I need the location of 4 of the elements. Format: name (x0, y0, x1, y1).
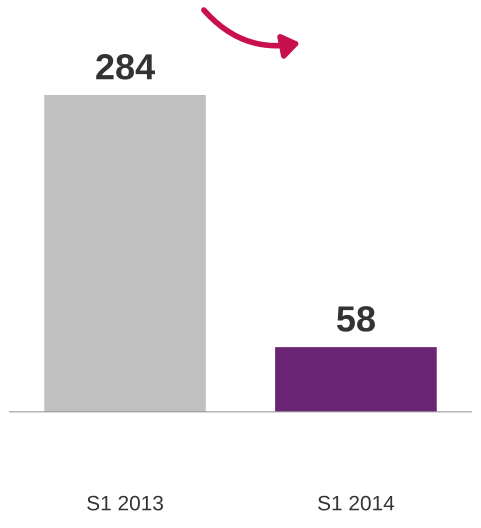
x-tick-label: S1 2013 (87, 496, 163, 510)
data-label: 58 (336, 306, 375, 332)
data-label: 284 (96, 54, 155, 80)
x-tick-label: S1 2014 (318, 496, 394, 510)
